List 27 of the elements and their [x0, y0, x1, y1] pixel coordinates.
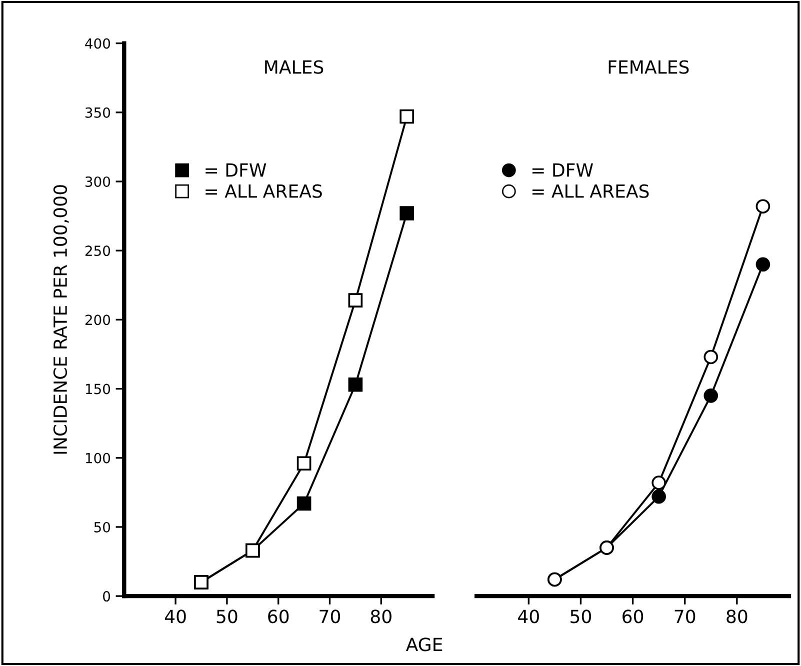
x-tick-label: 60 [268, 610, 289, 624]
x-tick-label: 50 [216, 610, 238, 624]
x-tick-label: 70 [674, 610, 696, 624]
text: MALES [265, 60, 324, 74]
y-tick-label: 400 [85, 38, 110, 49]
y-tick-label: 250 [85, 246, 110, 256]
x-tick-label: 40 [518, 610, 539, 624]
legend-label: = ALL AREAS [206, 184, 322, 198]
x-tick-label: 60 [622, 610, 644, 624]
text: FEMALES [608, 60, 689, 74]
y-axis-title: INCIDENCE RATE PER 100,000 [53, 185, 69, 454]
y-tick-label: 150 [86, 384, 110, 394]
legend-label: = DFW [532, 163, 593, 177]
x-tick-label: 40 [164, 610, 186, 624]
x-axis-title: AGE [406, 638, 442, 652]
x-tick-label: 50 [570, 610, 592, 624]
y-tick-label: 350 [86, 107, 110, 118]
x-tick-label: 80 [370, 610, 392, 624]
x-tick-label: 70 [320, 610, 340, 624]
y-tick-label: 50 [94, 522, 110, 532]
x-tick-label: 80 [726, 610, 748, 624]
legend-label: = ALL AREAS [532, 184, 649, 198]
y-tick-label: 100 [86, 452, 110, 464]
y-tick-label: 300 [86, 176, 110, 187]
y-tick-label: 0 [103, 591, 110, 602]
legend-label: = DFW [206, 163, 266, 177]
y-tick-label: 200 [85, 314, 110, 326]
